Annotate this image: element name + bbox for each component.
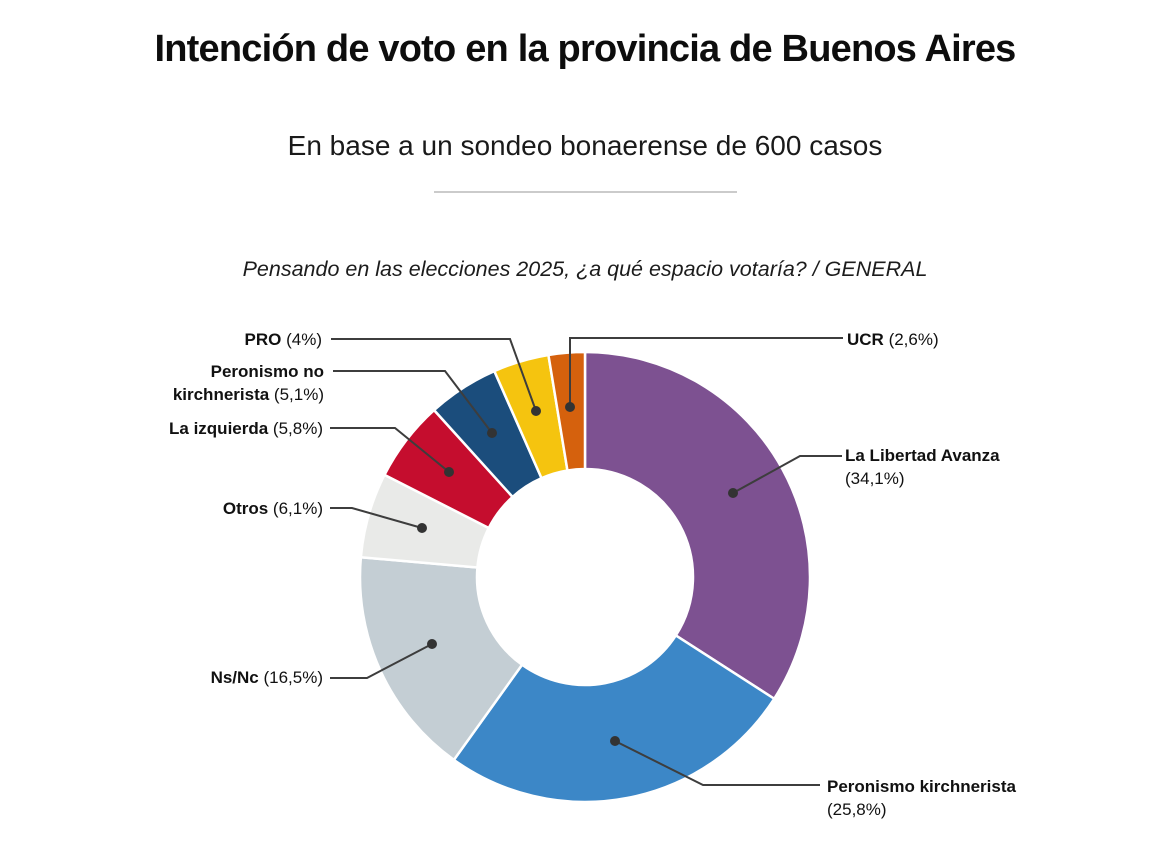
leader-dot-pro <box>531 406 541 416</box>
leader-line-ucr <box>569 337 843 407</box>
leader-line-peronismo-kirchnerista <box>614 740 820 786</box>
chart-subtitle: En base a un sondeo bonaerense de 600 ca… <box>287 130 883 161</box>
donut-segment-peronismo-kirchnerista <box>452 634 776 804</box>
segment-label-la-libertad-avanza: La Libertad Avanza (34,1%) <box>845 446 1000 488</box>
segment-label-ucr: UCR (2,6%) <box>847 330 939 349</box>
leader-line-la-izquierda <box>330 427 450 473</box>
leader-line-ns-nc <box>330 643 433 679</box>
segment-label-ns-nc: Ns/Nc (16,5%) <box>210 668 323 687</box>
leader-line-otros <box>330 507 423 529</box>
donut-segment-la-libertad-avanza <box>583 350 812 700</box>
segment-label-peronismo-no-kirchnerista: Peronismo no kirchnerista (5,1%) <box>172 362 324 404</box>
donut-segment-ucr <box>547 350 587 472</box>
segment-label-peronismo-kirchnerista: Peronismo kirchnerista (25,8%) <box>827 777 1016 819</box>
leader-dot-ns-nc <box>427 639 437 649</box>
segment-label-pro: PRO (4%) <box>244 330 322 349</box>
leader-dot-peronismo-no-kirchnerista <box>487 428 497 438</box>
chart-title: Intención de voto en la provincia de Bue… <box>154 28 1016 70</box>
donut-segment-ns-nc <box>358 555 524 762</box>
segment-label-la-izquierda: La izquierda (5,8%) <box>169 419 323 438</box>
leader-line-peronismo-no-kirchnerista <box>333 370 493 434</box>
leader-dot-otros <box>417 523 427 533</box>
leader-line-pro <box>331 338 537 412</box>
leader-dot-peronismo-kirchnerista <box>610 736 620 746</box>
segment-label-otros: Otros (6,1%) <box>222 499 323 518</box>
leader-dot-ucr <box>565 402 575 412</box>
survey-question: Pensando en las elecciones 2025, ¿a qué … <box>242 257 928 281</box>
divider-line <box>434 191 737 193</box>
leader-dot-la-libertad-avanza <box>728 488 738 498</box>
leader-dot-la-izquierda <box>444 467 454 477</box>
leader-line-la-libertad-avanza <box>732 455 842 494</box>
